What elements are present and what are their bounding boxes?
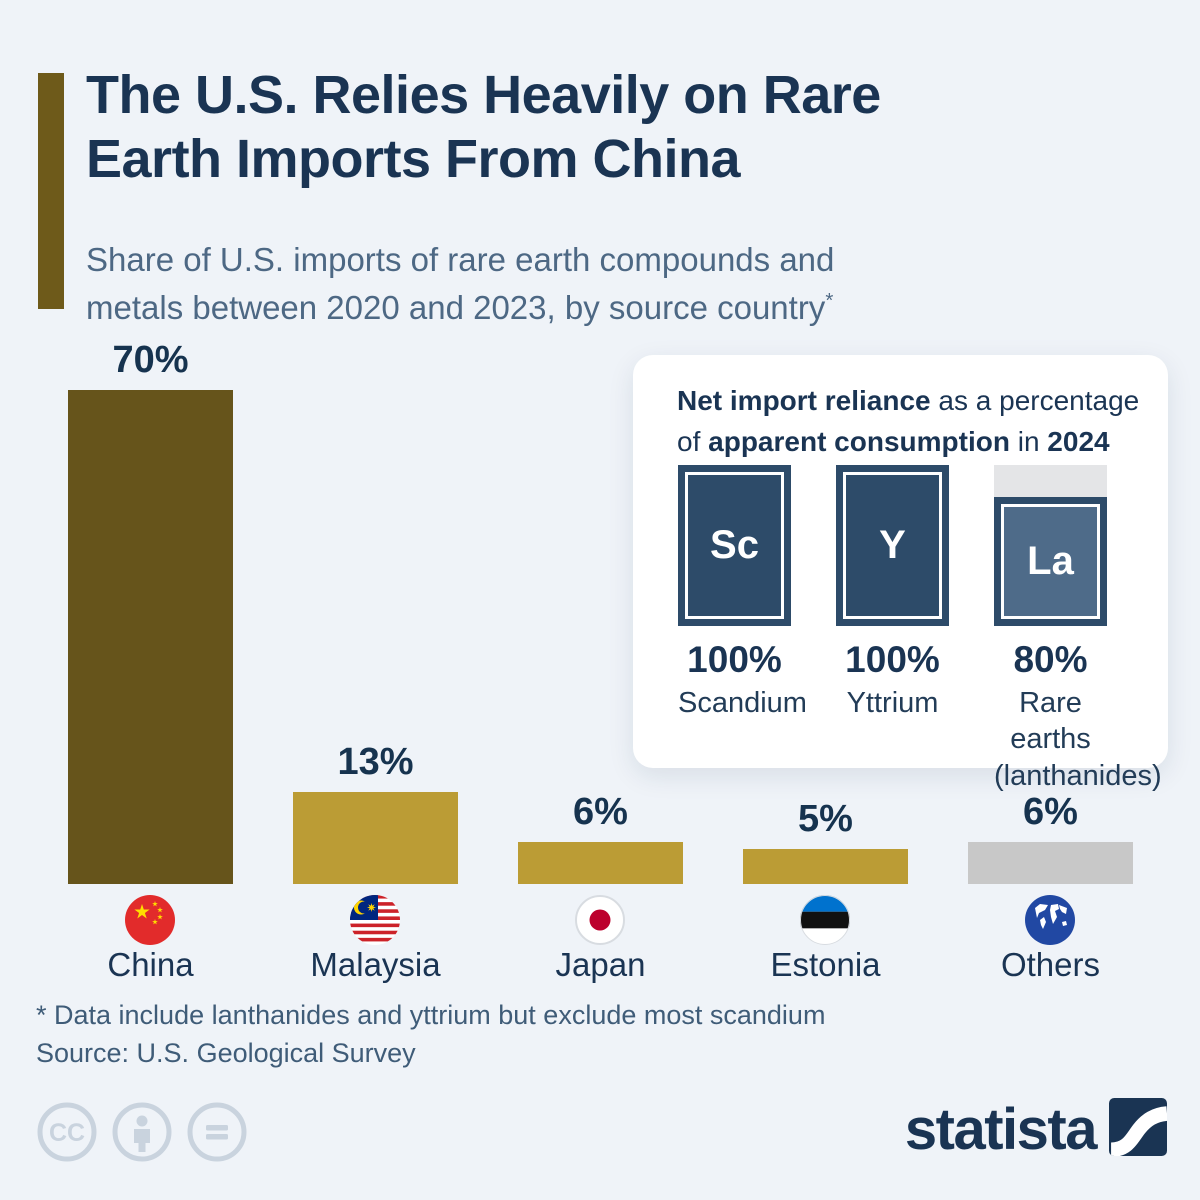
cc-attribution-icon[interactable] [110,1100,174,1169]
element-tiles: Sc 100% Scandium Y 100% Yttri [678,465,1162,794]
malaysia-flag-icon [350,895,400,945]
page-subtitle: Share of U.S. imports of rare earth comp… [86,236,834,332]
element-symbol: La [1027,539,1074,584]
element-symbol: Sc [710,523,759,567]
tile-fill: La [994,497,1107,626]
tile-block-lanthanum: La 80% Rare earths (lanthanides) [994,465,1162,794]
tile-block-yttrium: Y 100% Yttrium [836,465,949,794]
title-line-1: The U.S. Relies Heavily on Rare [86,65,881,125]
statista-logo-text: statista [904,1097,1098,1162]
license-icons: CC [35,1100,249,1169]
tile-percentage: 100% [845,639,940,680]
statista-logo-icon [1109,1098,1167,1161]
japan-flag-icon [575,895,625,945]
footnote: * Data include lanthanides and yttrium b… [36,1000,826,1030]
subtitle-line-1: Share of U.S. imports of rare earth comp… [86,241,835,278]
footnote-marker: * [825,288,834,312]
bar-others [968,842,1133,884]
tile-element-name: Yttrium [846,687,939,719]
tile-fill: Sc [678,465,791,626]
tile-remainder [994,465,1107,498]
net-import-reliance-card: Net import reliance as a percentage of a… [633,355,1168,792]
bar-group-estonia: 5% [743,798,908,884]
cc-no-derivatives-icon[interactable] [185,1100,249,1169]
category-label-malaysia: Malaysia [310,946,441,983]
bar-value-label: 6% [573,791,628,833]
tile-fill: Y [836,465,949,626]
page-title: The U.S. Relies Heavily on Rare Earth Im… [86,64,881,191]
lanthanum-tile-icon: La [994,465,1107,626]
cc-icon[interactable]: CC [35,1100,99,1169]
source-line: Source: U.S. Geological Survey [36,1038,416,1068]
card-title: Net import reliance as a percentage of a… [677,381,1139,462]
china-flag-icon [125,895,175,945]
bar-malaysia [293,792,458,884]
tile-block-scandium: Sc 100% Scandium [678,465,807,794]
bar-group-others: 6% [968,791,1133,884]
bar-group-china: 70% [68,339,233,884]
bar-japan [518,842,683,884]
title-line-2: Earth Imports From China [86,128,741,189]
world-flag-icon [1025,895,1075,945]
estonia-flag-icon [800,895,850,945]
tile-element-name: Rare earths (lanthanides) [994,687,1162,792]
yttrium-tile-icon: Y [836,465,949,626]
svg-text:CC: CC [49,1119,85,1147]
bar-value-label: 5% [798,798,853,840]
bar-group-malaysia: 13% [293,741,458,884]
card-title-line-2: of apparent consumption in 2024 [677,425,1110,457]
category-label-japan: Japan [555,946,646,983]
category-label-estonia: Estonia [770,946,881,983]
bar-china [68,390,233,884]
subtitle-line-2: metals between 2020 and 2023, by source … [86,288,834,326]
bar-value-label: 70% [112,339,189,381]
element-symbol: Y [879,523,906,567]
bar-estonia [743,849,908,884]
scandium-tile-icon: Sc [678,465,791,626]
tile-element-name: Scandium [678,687,807,719]
category-label-others: Others [1000,946,1101,983]
tile-percentage: 100% [687,639,782,680]
bar-group-japan: 6% [518,791,683,884]
title-accent-bar [38,73,64,309]
category-label-china: China [107,946,194,983]
statista-logo[interactable]: statista [905,1096,1167,1163]
bar-value-label: 13% [337,741,414,783]
card-title-line-1: Net import reliance as a percentage [677,385,1140,416]
tile-percentage: 80% [1013,639,1088,680]
bar-value-label: 6% [1023,791,1078,833]
